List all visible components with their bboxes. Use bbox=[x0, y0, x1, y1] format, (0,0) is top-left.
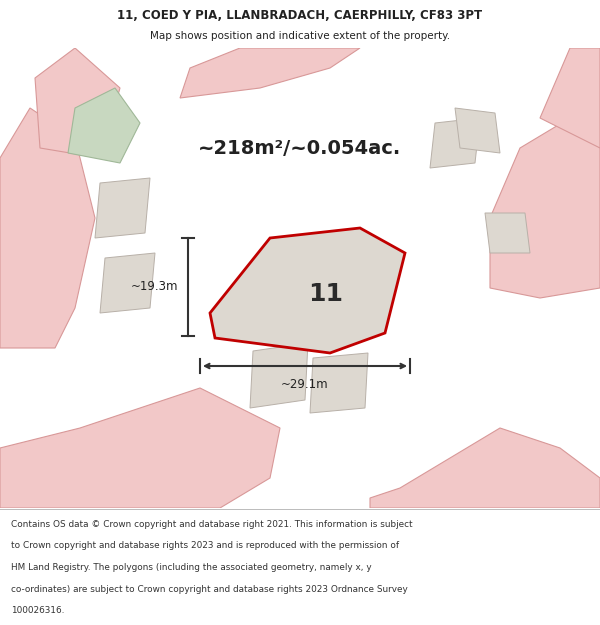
Text: ~218m²/~0.054ac.: ~218m²/~0.054ac. bbox=[199, 139, 401, 158]
Polygon shape bbox=[100, 253, 155, 313]
Polygon shape bbox=[180, 48, 360, 98]
Polygon shape bbox=[370, 428, 600, 508]
Polygon shape bbox=[485, 213, 530, 253]
Polygon shape bbox=[250, 343, 308, 408]
Polygon shape bbox=[430, 118, 480, 168]
Text: ~19.3m: ~19.3m bbox=[131, 281, 178, 294]
Polygon shape bbox=[490, 118, 600, 298]
Text: ~29.1m: ~29.1m bbox=[281, 378, 329, 391]
Text: HM Land Registry. The polygons (including the associated geometry, namely x, y: HM Land Registry. The polygons (includin… bbox=[11, 563, 371, 572]
Text: 11: 11 bbox=[308, 282, 343, 306]
Polygon shape bbox=[35, 48, 120, 158]
Text: 11, COED Y PIA, LLANBRADACH, CAERPHILLY, CF83 3PT: 11, COED Y PIA, LLANBRADACH, CAERPHILLY,… bbox=[118, 9, 482, 22]
Text: co-ordinates) are subject to Crown copyright and database rights 2023 Ordnance S: co-ordinates) are subject to Crown copyr… bbox=[11, 584, 407, 594]
Text: Contains OS data © Crown copyright and database right 2021. This information is : Contains OS data © Crown copyright and d… bbox=[11, 520, 412, 529]
Text: 100026316.: 100026316. bbox=[11, 606, 64, 615]
Polygon shape bbox=[455, 108, 500, 153]
Polygon shape bbox=[95, 178, 150, 238]
Polygon shape bbox=[540, 48, 600, 148]
Polygon shape bbox=[68, 88, 140, 163]
Text: to Crown copyright and database rights 2023 and is reproduced with the permissio: to Crown copyright and database rights 2… bbox=[11, 541, 399, 551]
Text: Map shows position and indicative extent of the property.: Map shows position and indicative extent… bbox=[150, 31, 450, 41]
Polygon shape bbox=[0, 108, 95, 348]
Polygon shape bbox=[310, 353, 368, 413]
Polygon shape bbox=[0, 388, 280, 508]
Polygon shape bbox=[210, 228, 405, 353]
